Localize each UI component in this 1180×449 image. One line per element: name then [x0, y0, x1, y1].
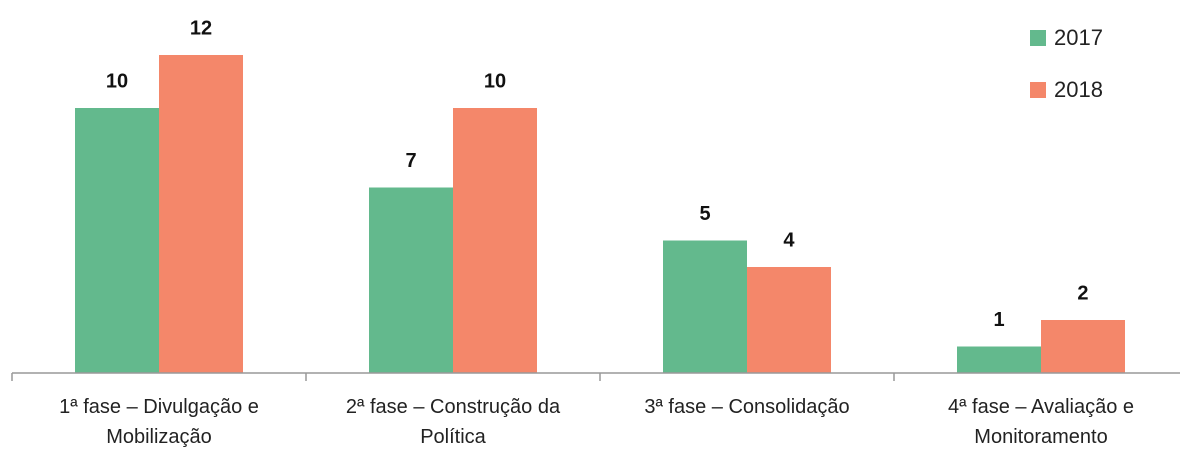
data-label: 12: [190, 17, 212, 39]
legend-label: 2017: [1054, 25, 1103, 50]
bar: [159, 55, 243, 373]
bar: [453, 108, 537, 373]
bar: [1041, 320, 1125, 373]
bar: [75, 108, 159, 373]
bar: [663, 240, 747, 373]
x-tick-label: 2ª fase – Construção da Política: [345, 396, 561, 448]
x-tick-label: 3ª fase – Consolidação: [644, 396, 850, 418]
legend-swatch: [1030, 30, 1046, 46]
data-label: 1: [993, 309, 1004, 331]
x-tick-label: 1ª fase – Divulgação e Mobilização: [59, 396, 259, 448]
data-label: 2: [1077, 282, 1088, 304]
legend-label: 2018: [1054, 77, 1103, 102]
x-tick-label: 4ª fase – Avaliação e Monitoramento: [947, 396, 1135, 448]
bar: [957, 346, 1041, 373]
legend-swatch: [1030, 82, 1046, 98]
data-label: 7: [405, 150, 416, 172]
bar: [747, 267, 831, 373]
data-label: 10: [106, 70, 128, 92]
data-label: 5: [699, 203, 710, 225]
bar: [369, 187, 453, 373]
data-label: 4: [783, 229, 795, 251]
data-label: 10: [484, 70, 506, 92]
